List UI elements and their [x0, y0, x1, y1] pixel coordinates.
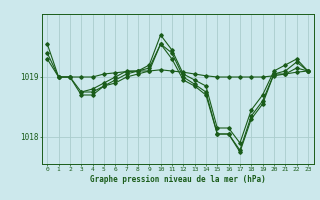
X-axis label: Graphe pression niveau de la mer (hPa): Graphe pression niveau de la mer (hPa) — [90, 175, 266, 184]
